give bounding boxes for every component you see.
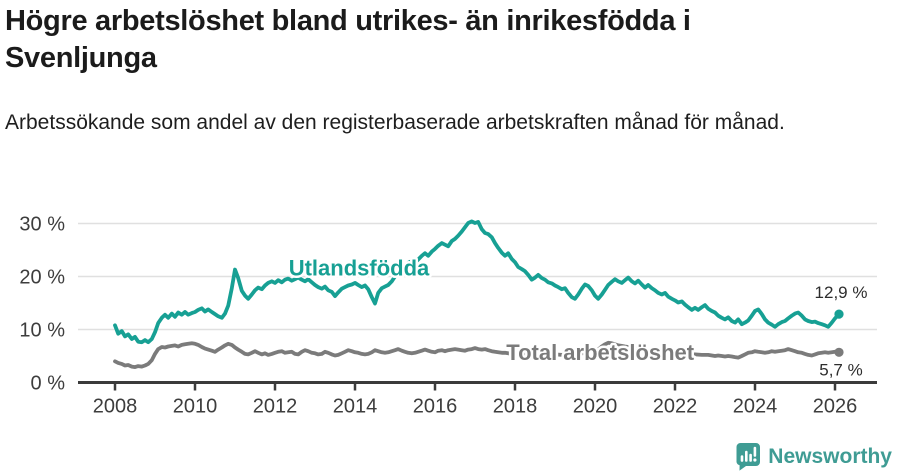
line-chart-canvas: 0 % 10 % 20 % 30 % 2008 2010 2012 2014 2016 2018 2…: [19, 214, 877, 418]
newsworthy-logo-icon: [736, 443, 761, 471]
x-axis-tick-label: 2016: [413, 396, 458, 418]
y-axis-tick-label: 0 %: [31, 373, 66, 395]
series-label-total: Total arbetslöshet: [506, 340, 695, 365]
x-axis-tick-label: 2010: [173, 396, 218, 418]
x-axis-tick-label: 2026: [813, 396, 858, 418]
x-axis-tick-label: 2014: [333, 396, 378, 418]
series-line-utlandsfodda: [113, 219, 841, 345]
bar-chart-glyph: [740, 446, 757, 462]
x-axis-tick-label: 2020: [573, 396, 618, 418]
y-axis-tick-label: 10 %: [19, 320, 65, 342]
exclamation-dot: [753, 458, 757, 462]
x-axis-tick-label: 2024: [733, 396, 778, 418]
y-axis-tick-label: 20 %: [19, 267, 65, 289]
series-label-utlandsfodda: Utlandsfödda: [289, 255, 430, 280]
x-axis-tick-label: 2022: [653, 396, 698, 418]
brand-footer: Newsworthy: [735, 442, 892, 471]
y-axis-tick-label: 30 %: [19, 214, 65, 236]
series-end-dot-utlandsfodda: [834, 309, 844, 319]
x-axis-tick-label: 2012: [253, 396, 298, 418]
x-axis-tick-label: 2008: [93, 396, 138, 418]
series-line-total: [113, 340, 841, 370]
series-end-dot-total: [834, 347, 844, 357]
end-value-label-total: 5,7 %: [819, 360, 862, 379]
page-subtitle: Arbetssökande som andel av den registerb…: [5, 111, 785, 134]
end-value-label-utlandsfodda: 12,9 %: [815, 283, 868, 302]
newsworthy-wordmark: Newsworthy: [768, 444, 892, 468]
page-title: Högre arbetslöshet bland utrikes- än inr…: [5, 5, 691, 74]
x-axis-tick-label: 2018: [493, 396, 538, 418]
speech-bubble-shape: [736, 443, 761, 471]
